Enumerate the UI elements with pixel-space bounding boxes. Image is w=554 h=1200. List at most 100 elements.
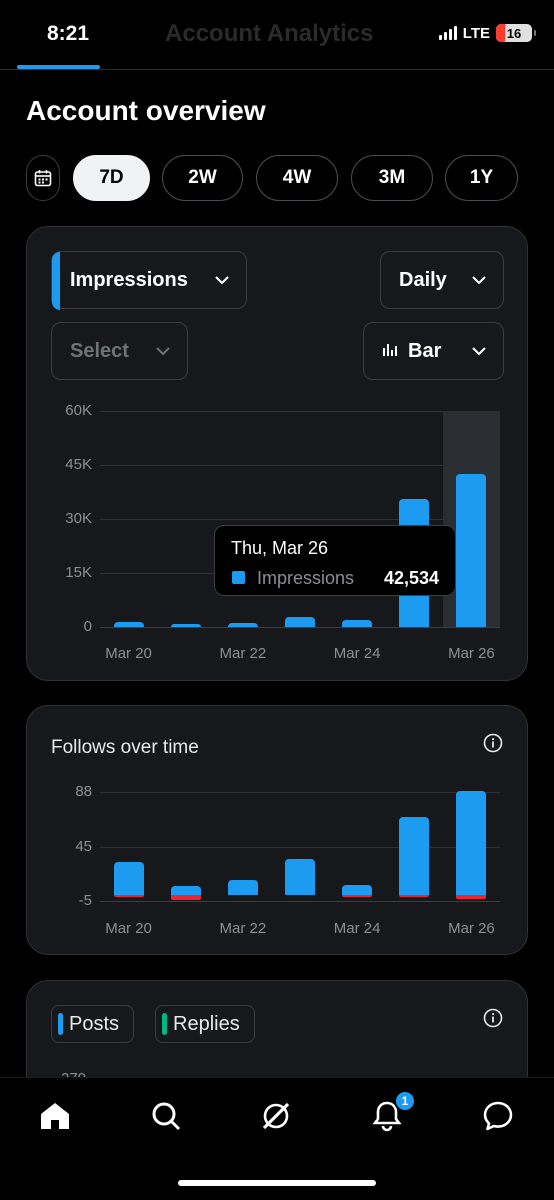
search-icon [152, 1102, 181, 1131]
metric-dropdown-label: Impressions [70, 268, 188, 291]
status-bar: 8:21 Account Analytics LTE 16 [0, 0, 554, 70]
bar-mar-22 [227, 879, 258, 896]
bar-mar-21 [170, 885, 201, 896]
x-tick-label: Mar 24 [333, 920, 381, 937]
range-7d-button[interactable]: 7D [73, 155, 150, 201]
calendar-icon [34, 170, 52, 187]
interval-dropdown[interactable]: Daily [380, 251, 504, 309]
tooltip-value: 42,534 [383, 568, 439, 588]
y-tick-label: 30K [65, 510, 92, 527]
chevron-down-icon [155, 343, 171, 359]
bar-mar-23 [285, 858, 315, 896]
tooltip-date: Thu, Mar 26 [231, 538, 329, 558]
bar-chart-icon [382, 340, 398, 363]
battery-level: 16 [506, 25, 522, 41]
compare-dropdown-label: Select [70, 339, 129, 362]
legend-replies-chip[interactable]: Replies [155, 1005, 255, 1043]
chevron-down-icon [471, 343, 487, 359]
y-tick-label: 15K [65, 564, 92, 581]
gridline [100, 792, 500, 793]
bar-mar-23 [285, 616, 315, 627]
compare-dropdown[interactable]: Select [51, 322, 188, 380]
nav-messages[interactable] [478, 1096, 518, 1136]
bell-icon [372, 1101, 402, 1132]
calendar-button[interactable] [26, 155, 60, 201]
info-icon[interactable] [483, 733, 503, 753]
bar-negative-mar-21 [170, 895, 201, 900]
chart-type-dropdown[interactable]: Bar [363, 322, 504, 380]
posts-swatch [58, 1013, 63, 1035]
signal-icon [438, 26, 457, 40]
tooltip-swatch [232, 571, 245, 584]
network-label: LTE [462, 24, 490, 42]
x-tick-label: Mar 20 [105, 920, 152, 937]
bar-mar-24 [342, 619, 373, 627]
follows-card: Follows over time [26, 705, 528, 955]
range-3m-button[interactable]: 3M [351, 155, 433, 201]
legend-replies-label: Replies [173, 1012, 240, 1035]
bar-mar-21 [170, 623, 201, 627]
y-tick-label: 45K [65, 456, 92, 473]
x-tick-label: Mar 24 [333, 645, 381, 662]
bar-mar-25 [399, 816, 430, 896]
battery-icon: 16 [496, 24, 536, 42]
bar-mar-20 [113, 862, 144, 896]
bar-mar-20 [113, 621, 144, 627]
y-tick-label: 45 [75, 837, 92, 855]
bar-negative-mar-24 [342, 895, 373, 898]
range-2w-button[interactable]: 2W [162, 155, 243, 201]
chart-tooltip: Thu, Mar 26 Impressions 42,534 [214, 525, 456, 596]
info-icon[interactable] [483, 1008, 503, 1028]
gridline [100, 627, 500, 628]
gridline [100, 901, 500, 902]
header-title-ghost: Account Analytics [165, 20, 374, 47]
chevron-down-icon [214, 272, 230, 288]
nav-grok[interactable] [256, 1096, 296, 1136]
chart-type-dropdown-label: Bar [408, 339, 442, 362]
chat-bubble-icon [483, 1101, 513, 1131]
gridline [100, 465, 500, 466]
x-tick-label: Mar 26 [448, 645, 495, 662]
x-tick-label: Mar 22 [219, 920, 267, 937]
tab-indicator [17, 65, 100, 69]
follows-card-title: Follows over time [51, 737, 199, 758]
gridline [100, 846, 500, 848]
range-1y-button[interactable]: 1Y [445, 155, 518, 201]
x-tick-label: Mar 22 [219, 645, 267, 662]
bar-negative-mar-20 [113, 895, 144, 898]
bar-negative-mar-25 [399, 895, 430, 898]
metric-accent-bar [52, 252, 60, 310]
range-4w-button[interactable]: 4W [256, 155, 338, 201]
y-tick-label: 88 [75, 783, 92, 800]
status-indicators: LTE 16 [438, 24, 536, 42]
bar-mar-22 [227, 623, 258, 627]
nav-search[interactable] [146, 1096, 186, 1136]
page-title: Account overview [26, 95, 266, 126]
gridline [100, 411, 500, 412]
bar-negative-mar-26 [456, 895, 487, 899]
y-tick-label: 60K [65, 402, 92, 419]
gridline [100, 519, 500, 520]
legend-posts-chip[interactable]: Posts [51, 1005, 135, 1043]
chevron-down-icon [471, 272, 487, 288]
tooltip-series: Impressions [257, 568, 355, 588]
x-tick-label: Mar 26 [448, 920, 495, 937]
y-tick-label: 0 [83, 618, 92, 635]
status-time: 8:21 [47, 22, 90, 45]
bar-mar-26 [456, 790, 487, 896]
x-tick-label: Mar 20 [105, 645, 152, 662]
y-tick-label: -5 [78, 892, 92, 909]
interval-dropdown-label: Daily [399, 268, 447, 291]
notification-badge: 1 [394, 1090, 416, 1112]
replies-swatch [162, 1013, 167, 1035]
bar-mar-24 [342, 884, 373, 896]
grok-icon [262, 1102, 290, 1130]
legend-posts-label: Posts [69, 1012, 120, 1035]
bottom-nav: 1 [0, 1077, 554, 1200]
home-icon [41, 1103, 69, 1129]
nav-home[interactable] [35, 1096, 75, 1136]
bar-mar-26 [456, 473, 487, 627]
metric-dropdown[interactable]: Impressions [51, 251, 247, 310]
home-indicator [178, 1180, 376, 1186]
nav-notifications[interactable] [367, 1096, 407, 1136]
